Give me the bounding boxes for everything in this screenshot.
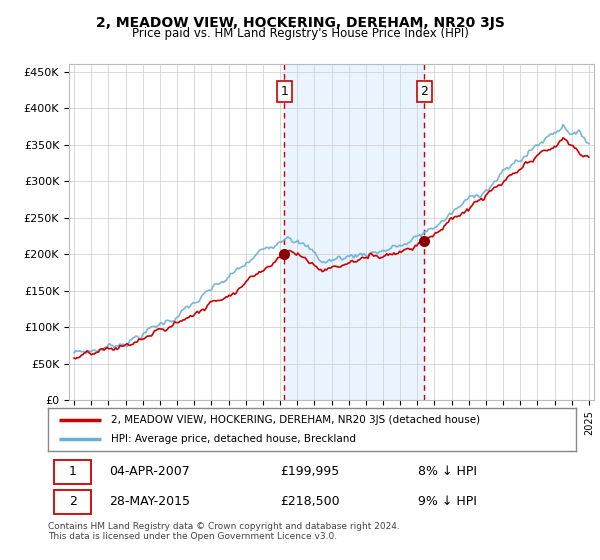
Bar (284, 64, 424, 400)
Text: 1: 1 (280, 85, 288, 98)
Text: £199,995: £199,995 (280, 465, 340, 478)
Text: 1: 1 (69, 465, 77, 478)
Text: Price paid vs. HM Land Registry's House Price Index (HPI): Price paid vs. HM Land Registry's House … (131, 27, 469, 40)
Text: 2: 2 (69, 495, 77, 508)
Text: 2, MEADOW VIEW, HOCKERING, DEREHAM, NR20 3JS: 2, MEADOW VIEW, HOCKERING, DEREHAM, NR20… (95, 16, 505, 30)
Text: Contains HM Land Registry data © Crown copyright and database right 2024.
This d: Contains HM Land Registry data © Crown c… (48, 522, 400, 542)
Text: 2, MEADOW VIEW, HOCKERING, DEREHAM, NR20 3JS (detached house): 2, MEADOW VIEW, HOCKERING, DEREHAM, NR20… (112, 415, 481, 424)
FancyBboxPatch shape (55, 460, 91, 483)
Text: HPI: Average price, detached house, Breckland: HPI: Average price, detached house, Brec… (112, 435, 356, 444)
FancyBboxPatch shape (55, 490, 91, 514)
Text: 2: 2 (421, 85, 428, 98)
Text: 8% ↓ HPI: 8% ↓ HPI (418, 465, 476, 478)
Text: 28-MAY-2015: 28-MAY-2015 (109, 495, 190, 508)
Text: £218,500: £218,500 (280, 495, 340, 508)
Text: 9% ↓ HPI: 9% ↓ HPI (418, 495, 476, 508)
Text: 04-APR-2007: 04-APR-2007 (109, 465, 190, 478)
